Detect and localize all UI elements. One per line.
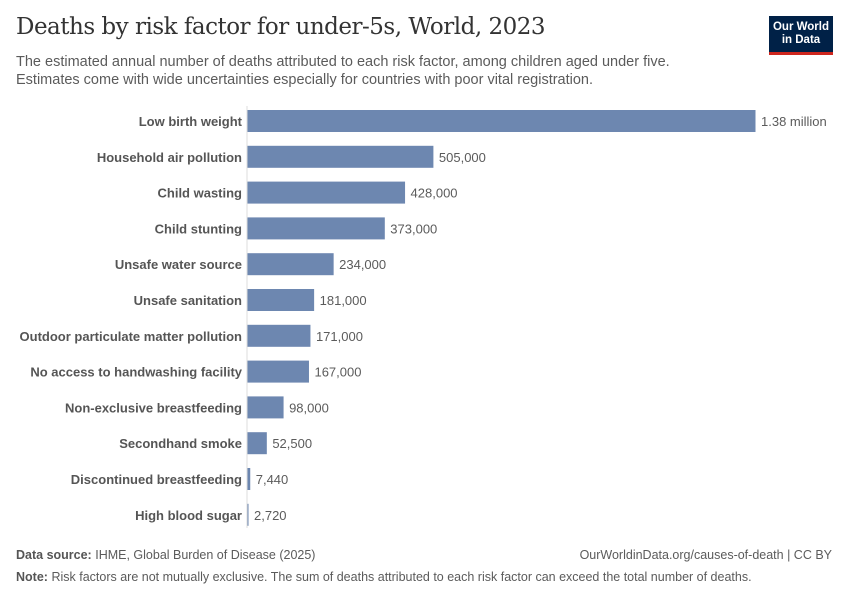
- bar[interactable]: [247, 253, 334, 276]
- bar[interactable]: [247, 503, 249, 526]
- category-label: Household air pollution: [97, 150, 242, 165]
- category-label: Discontinued breastfeeding: [71, 472, 242, 487]
- data-label: 171,000: [316, 329, 363, 344]
- logo-line-1: Our World: [772, 21, 829, 33]
- note-text: Risk factors are not mutually exclusive.…: [51, 570, 752, 584]
- data-label: 234,000: [339, 257, 386, 272]
- data-label: 181,000: [320, 293, 367, 308]
- logo-line-2: in Data: [781, 34, 821, 46]
- note-label: Note:: [16, 570, 48, 584]
- category-label: Unsafe water source: [115, 257, 242, 272]
- source-label: Data source:: [16, 548, 92, 562]
- bar[interactable]: [247, 217, 385, 240]
- data-label: 1.38 million: [761, 114, 827, 129]
- category-label: Low birth weight: [139, 114, 243, 129]
- data-source: Data source: IHME, Global Burden of Dise…: [16, 548, 315, 562]
- category-label: Secondhand smoke: [119, 436, 242, 451]
- data-label: 428,000: [411, 186, 458, 201]
- bar[interactable]: [247, 468, 251, 490]
- bar[interactable]: [247, 110, 756, 132]
- bar[interactable]: [247, 396, 284, 419]
- data-label: 373,000: [390, 221, 437, 236]
- category-label: No access to handwashing facility: [30, 365, 242, 380]
- source-url[interactable]: OurWorldinData.org/causes-of-death | CC …: [579, 548, 832, 562]
- data-label: 167,000: [314, 365, 361, 380]
- bar[interactable]: [247, 360, 309, 383]
- owid-logo[interactable]: Our World in Data: [769, 16, 833, 55]
- footnote: Note: Risk factors are not mutually excl…: [16, 570, 752, 584]
- source-text[interactable]: IHME, Global Burden of Disease (2025): [95, 548, 316, 562]
- data-label: 7,440: [256, 472, 289, 487]
- category-label: Non-exclusive breastfeeding: [65, 400, 242, 415]
- category-label: Outdoor particulate matter pollution: [20, 329, 243, 344]
- category-label: Unsafe sanitation: [134, 293, 242, 308]
- bar[interactable]: [247, 145, 434, 168]
- bar[interactable]: [247, 289, 315, 311]
- chart-title: Deaths by risk factor for under-5s, Worl…: [16, 14, 545, 40]
- category-label: High blood sugar: [135, 508, 242, 523]
- data-label: 505,000: [439, 150, 486, 165]
- bar[interactable]: [247, 181, 406, 204]
- bar[interactable]: [247, 432, 267, 455]
- category-label: Child wasting: [158, 186, 243, 201]
- data-label: 2,720: [254, 508, 287, 523]
- bar[interactable]: [247, 324, 311, 347]
- category-label: Child stunting: [155, 221, 242, 236]
- data-label: 52,500: [272, 436, 312, 451]
- data-label: 98,000: [289, 400, 329, 415]
- chart-subtitle: The estimated annual number of deaths at…: [16, 54, 670, 88]
